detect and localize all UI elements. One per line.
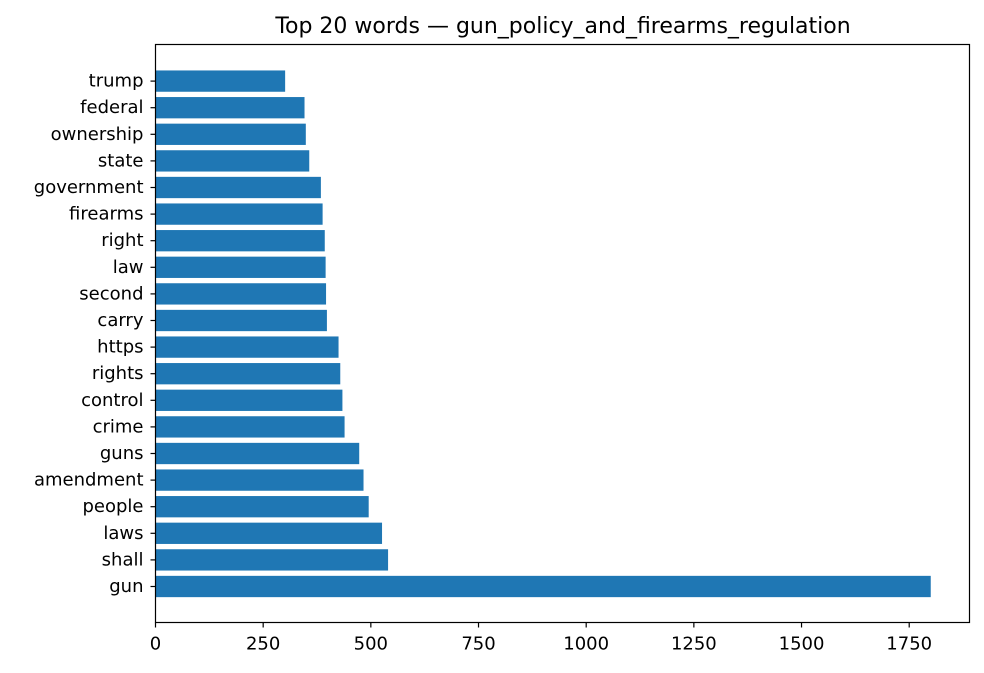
y-tick-label-shall: shall xyxy=(102,549,144,570)
y-tick-label-law: law xyxy=(113,257,144,278)
bar-amendment xyxy=(155,469,364,491)
x-tick-label-0: 0 xyxy=(150,634,161,655)
y-tick-label-crime: crime xyxy=(93,416,144,437)
y-tick-label-trump: trump xyxy=(89,71,144,92)
x-tick-label-1750: 1750 xyxy=(886,634,932,655)
y-tick-label-control: control xyxy=(81,390,143,411)
bar-federal xyxy=(155,97,305,119)
bar-https xyxy=(155,336,339,358)
y-tick-label-people: people xyxy=(82,496,143,517)
y-tick-label-ownership: ownership xyxy=(51,124,144,145)
bar-ownership xyxy=(155,123,306,145)
bar-shall xyxy=(155,549,389,571)
x-tick-label-1500: 1500 xyxy=(779,634,825,655)
x-axis-ticks: 0 250 500 750 1000 1250 1500 1750 xyxy=(150,622,932,655)
chart-title: Top 20 words — gun_policy_and_firearms_r… xyxy=(274,14,850,39)
y-tick-label-second: second xyxy=(79,283,143,304)
bar-control xyxy=(155,389,343,411)
bar-government xyxy=(155,176,321,199)
y-tick-label-government: government xyxy=(34,177,144,198)
y-tick-label-firearms: firearms xyxy=(69,204,143,225)
y-tick-label-amendment: amendment xyxy=(34,470,144,491)
x-tick-label-250: 250 xyxy=(246,634,280,655)
y-tick-label-right: right xyxy=(101,230,143,251)
bar-right xyxy=(155,230,325,252)
x-tick-label-750: 750 xyxy=(461,634,495,655)
x-tick-label-500: 500 xyxy=(354,634,388,655)
bar-gun xyxy=(155,575,931,598)
y-tick-label-https: https xyxy=(97,337,143,358)
bar-firearms xyxy=(155,203,323,225)
bar-guns xyxy=(155,442,360,465)
bar-law xyxy=(155,256,326,278)
y-tick-label-state: state xyxy=(98,150,144,171)
bar-crime xyxy=(155,416,345,438)
bar-trump xyxy=(155,70,286,92)
bar-rights xyxy=(155,363,341,385)
y-axis-ticks: gun shall laws people amendment guns crime cont… xyxy=(34,71,156,597)
bar-second xyxy=(155,283,327,305)
bar-laws xyxy=(155,522,383,544)
y-tick-label-carry: carry xyxy=(97,310,143,331)
y-tick-label-federal: federal xyxy=(80,97,143,118)
y-tick-label-gun: gun xyxy=(109,576,143,597)
plot-frame xyxy=(154,43,971,624)
y-tick-label-guns: guns xyxy=(100,443,144,464)
bars-group xyxy=(155,70,931,598)
bar-people xyxy=(155,496,369,518)
y-tick-label-laws: laws xyxy=(103,523,143,544)
y-tick-label-rights: rights xyxy=(92,363,144,384)
x-tick-label-1000: 1000 xyxy=(563,634,609,655)
x-tick-label-1250: 1250 xyxy=(671,634,717,655)
bar-state xyxy=(155,150,310,172)
bar-carry xyxy=(155,309,327,332)
